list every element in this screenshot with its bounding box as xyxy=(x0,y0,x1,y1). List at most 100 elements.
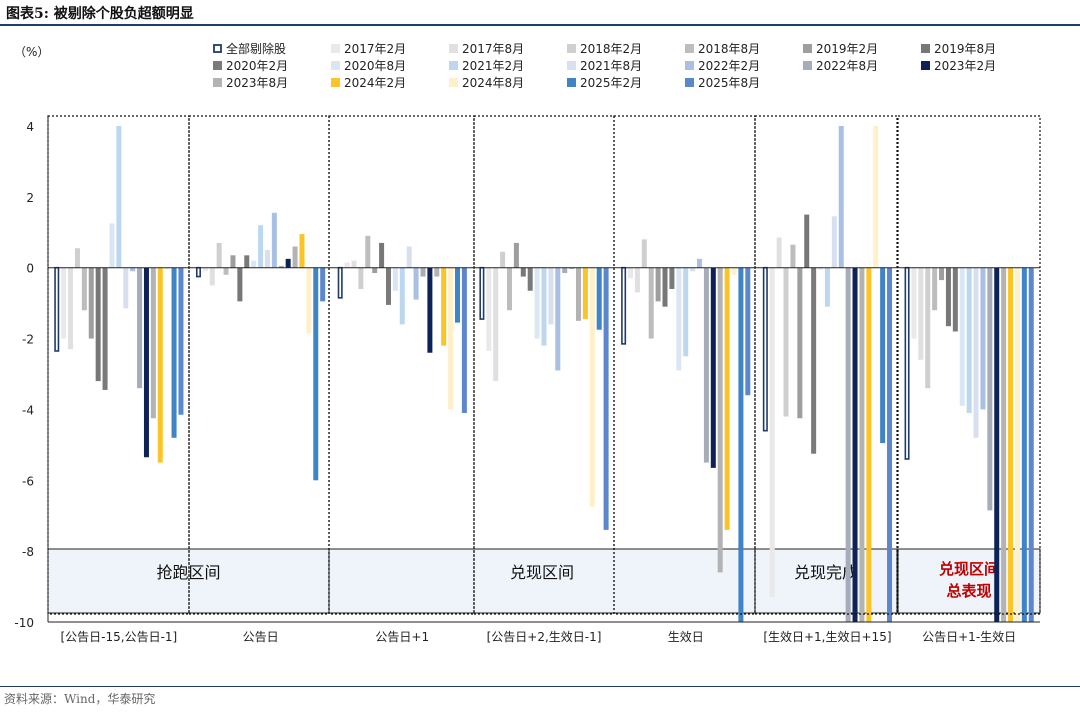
zone-label: 总表现 xyxy=(946,582,991,600)
bar xyxy=(230,255,236,268)
legend-label: 2025年8月 xyxy=(698,76,760,90)
bar xyxy=(1021,267,1027,622)
bar xyxy=(669,267,675,289)
bar xyxy=(216,242,222,268)
y-tick-label: -6 xyxy=(22,474,34,488)
bar xyxy=(697,258,703,268)
bar xyxy=(54,266,60,352)
bar xyxy=(171,267,177,438)
bar xyxy=(811,267,817,454)
bar xyxy=(61,267,67,339)
legend-swatch xyxy=(921,44,930,53)
bar xyxy=(731,267,737,275)
bar xyxy=(576,267,581,321)
y-tick-label: 4 xyxy=(26,120,34,134)
bar xyxy=(109,223,115,268)
legend-label: 2017年2月 xyxy=(344,42,406,56)
period-frame xyxy=(188,115,330,615)
bar xyxy=(320,267,326,302)
legend-swatch xyxy=(213,78,222,87)
figure-title: 图表5: 被剔除个股负超额明显 xyxy=(6,6,194,22)
bar xyxy=(486,267,492,351)
bar xyxy=(285,258,291,268)
bar xyxy=(762,266,768,432)
legend-swatch xyxy=(331,78,340,87)
bar xyxy=(859,267,865,622)
bar xyxy=(804,214,810,268)
bar xyxy=(994,267,1000,622)
bar xyxy=(717,267,723,573)
bar xyxy=(745,267,751,396)
bar xyxy=(655,267,661,302)
bar xyxy=(434,267,440,277)
bar xyxy=(157,267,163,463)
legend-label: 2024年2月 xyxy=(344,76,406,90)
bar xyxy=(251,260,257,268)
bar xyxy=(143,267,149,458)
legend-swatch xyxy=(803,44,812,53)
bar xyxy=(461,267,467,413)
legend-label: 2023年8月 xyxy=(226,76,288,90)
bar xyxy=(244,255,250,268)
zone-label: 兑现完成 xyxy=(794,563,858,582)
bar xyxy=(164,267,170,270)
bar xyxy=(831,216,837,268)
bar xyxy=(306,267,312,334)
legend-swatch xyxy=(331,44,340,53)
legend-label: 2022年2月 xyxy=(698,59,760,73)
bar xyxy=(562,267,568,274)
y-tick-label: -2 xyxy=(22,333,34,347)
bar xyxy=(385,267,391,305)
zone-band xyxy=(754,548,898,614)
legend-swatch xyxy=(803,61,812,70)
bar xyxy=(818,267,824,270)
bar xyxy=(952,267,958,332)
bar xyxy=(911,267,917,339)
source-note: 资料来源：Wind，华泰研究 xyxy=(4,692,156,706)
bar xyxy=(621,266,627,345)
x-tick-label: 生效日 xyxy=(668,629,704,644)
bar xyxy=(634,267,640,293)
bar xyxy=(150,267,156,419)
bar xyxy=(1001,267,1007,622)
x-tick-label: [生效日+1,生效日+15] xyxy=(763,629,891,644)
bar xyxy=(379,242,385,268)
bar xyxy=(441,267,447,346)
legend-label: 2019年2月 xyxy=(816,42,878,56)
bar xyxy=(852,267,858,622)
bar xyxy=(959,267,965,406)
bar xyxy=(838,126,844,268)
bar xyxy=(507,267,512,311)
legend-label: 2021年8月 xyxy=(580,59,642,73)
bar xyxy=(1008,267,1014,622)
bar xyxy=(939,267,945,281)
bar xyxy=(973,267,979,438)
bar xyxy=(662,267,668,307)
legend-label: 2018年8月 xyxy=(698,42,760,56)
bar xyxy=(337,266,343,299)
bar xyxy=(873,126,879,268)
y-tick-label: -10 xyxy=(14,616,34,630)
bar xyxy=(904,266,910,460)
bar xyxy=(690,267,696,272)
bar xyxy=(123,267,129,309)
legend-label: 2025年2月 xyxy=(580,76,642,90)
bar xyxy=(1028,267,1034,622)
bar xyxy=(845,267,851,622)
y-tick-label: -8 xyxy=(22,545,34,559)
bar xyxy=(258,225,264,268)
legend-swatch xyxy=(567,78,576,87)
bar xyxy=(392,267,398,291)
bar xyxy=(527,267,533,291)
bar xyxy=(365,235,371,268)
bar xyxy=(925,267,931,389)
bar xyxy=(102,267,108,390)
bar xyxy=(589,267,595,507)
period-frames xyxy=(47,115,1041,615)
bar xyxy=(724,267,730,530)
legend-swatch xyxy=(567,61,576,70)
bar xyxy=(292,246,298,268)
bar-series xyxy=(54,126,1034,622)
bar xyxy=(74,248,80,268)
legend-swatch xyxy=(449,78,458,87)
